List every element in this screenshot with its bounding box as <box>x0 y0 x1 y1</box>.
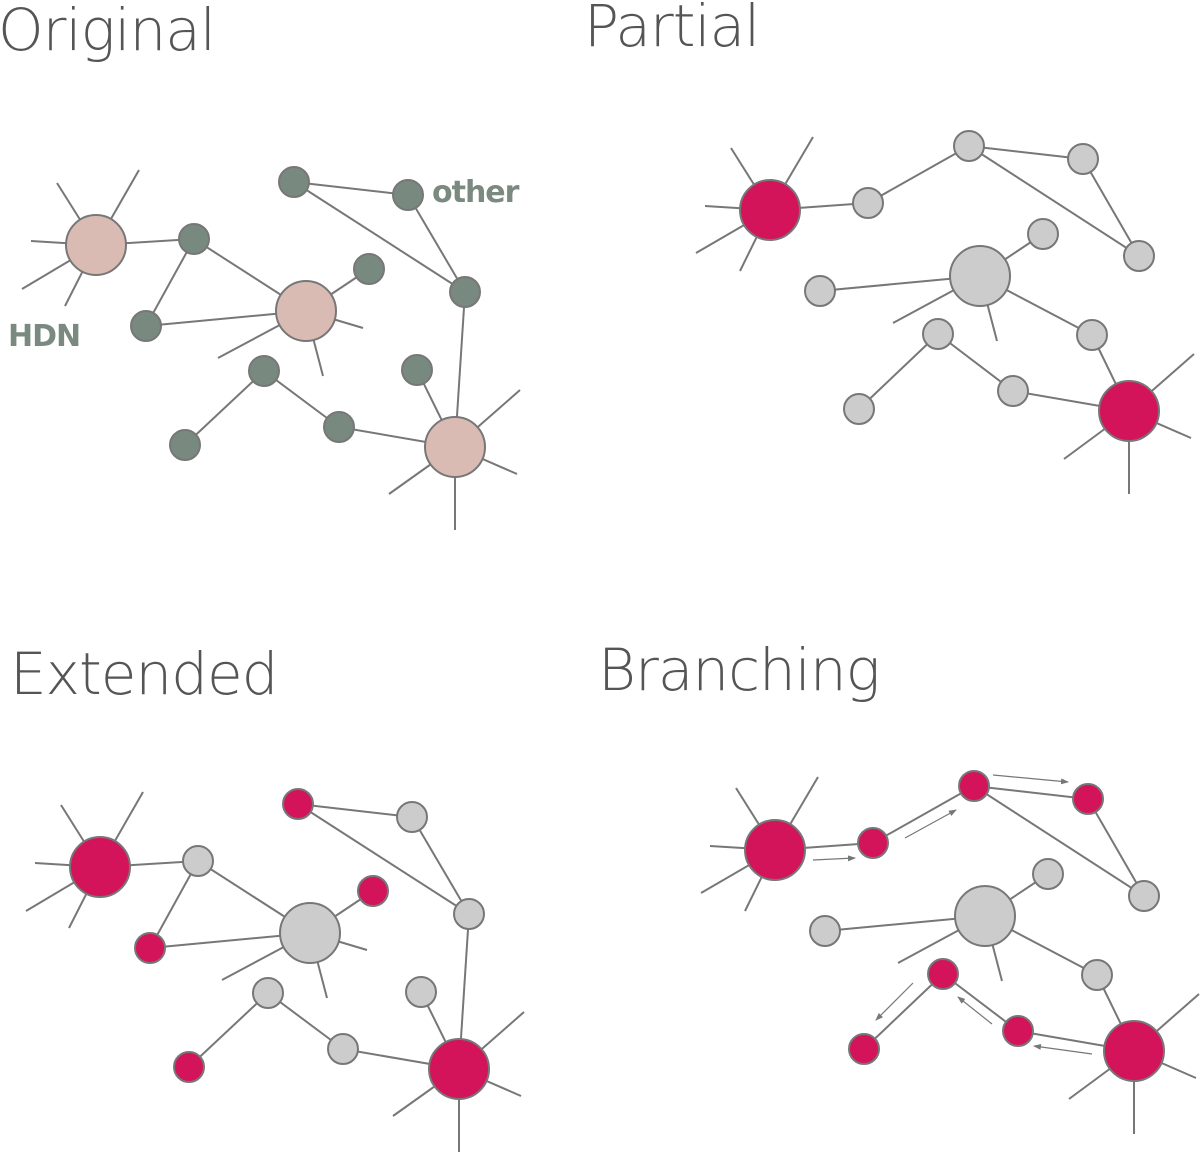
edge-line <box>293 181 466 293</box>
node <box>327 1033 359 1065</box>
hub-node <box>424 416 486 478</box>
edge-line <box>872 785 975 844</box>
edge-line <box>145 238 195 327</box>
hub-node <box>954 885 1016 947</box>
edge-line <box>968 145 1084 160</box>
edge-line <box>1082 158 1140 257</box>
node <box>953 130 985 162</box>
node <box>1076 319 1108 351</box>
node <box>958 770 990 802</box>
propagation-arrow <box>904 809 957 839</box>
hub-node <box>275 280 337 342</box>
edge-line <box>411 816 470 915</box>
edge-line <box>184 370 265 446</box>
edge-line <box>1087 798 1145 897</box>
edge-line <box>968 145 1140 257</box>
network-extended <box>25 788 525 1152</box>
legend-label-hdn: HDN <box>8 319 80 354</box>
hub-node <box>1103 1020 1165 1082</box>
node <box>1123 240 1155 272</box>
node <box>134 932 166 964</box>
hub-node <box>65 214 127 276</box>
node <box>178 223 210 255</box>
edge-line <box>297 803 413 818</box>
panel-title-branching: Branching <box>598 636 879 704</box>
edge-line <box>867 145 970 204</box>
hub-node <box>428 1038 490 1100</box>
node <box>848 1033 880 1065</box>
node <box>248 355 280 387</box>
node <box>282 788 314 820</box>
node <box>1128 880 1160 912</box>
node <box>449 276 481 308</box>
node <box>169 429 201 461</box>
panel-title-partial: Partial <box>584 0 759 60</box>
node <box>278 166 310 198</box>
edge-line <box>973 785 1145 897</box>
edge-line <box>293 181 409 196</box>
node <box>396 801 428 833</box>
network-branching <box>700 770 1200 1134</box>
node <box>323 411 355 443</box>
hub-node <box>744 819 806 881</box>
node <box>252 977 284 1009</box>
node <box>857 827 889 859</box>
edge-line <box>863 973 944 1050</box>
edge-line <box>858 333 939 410</box>
node <box>843 393 875 425</box>
node <box>1032 858 1064 890</box>
node <box>1067 143 1099 175</box>
propagation-arrow <box>957 996 993 1025</box>
node <box>997 375 1029 407</box>
node <box>1072 783 1104 815</box>
node <box>1002 1015 1034 1047</box>
node <box>173 1051 205 1083</box>
node <box>809 915 841 947</box>
legend-label-other: other <box>432 175 520 210</box>
network-original <box>21 166 521 530</box>
node <box>130 310 162 342</box>
edge-line <box>407 194 466 293</box>
panel-title-original: Original <box>0 0 215 64</box>
node <box>927 958 959 990</box>
hub-node <box>739 179 801 241</box>
propagation-arrow <box>992 774 1069 785</box>
panel-title-extended: Extended <box>10 640 277 708</box>
edge-line <box>297 803 470 915</box>
hub-node <box>279 902 341 964</box>
node <box>922 318 954 350</box>
node <box>405 976 437 1008</box>
node <box>1081 959 1113 991</box>
node <box>353 253 385 285</box>
hub-node <box>949 245 1011 307</box>
hub-node <box>1098 380 1160 442</box>
node <box>1027 218 1059 250</box>
node <box>453 898 485 930</box>
node <box>357 875 389 907</box>
node <box>401 354 433 386</box>
hub-node <box>69 836 131 898</box>
propagation-arrow <box>812 855 856 862</box>
network-partial <box>695 130 1195 494</box>
edge-line <box>973 785 1089 800</box>
node <box>182 845 214 877</box>
node <box>804 275 836 307</box>
edge-line <box>188 992 269 1068</box>
propagation-arrow <box>875 982 914 1021</box>
propagation-arrow <box>1033 1043 1093 1055</box>
node <box>392 179 424 211</box>
edge-line <box>149 860 199 949</box>
node <box>852 187 884 219</box>
